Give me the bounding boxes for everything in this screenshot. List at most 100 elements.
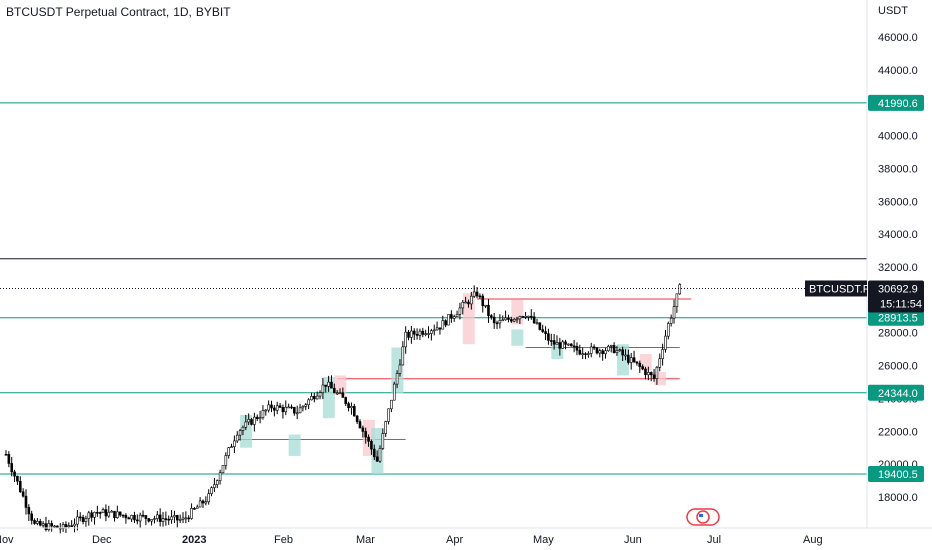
candle-body — [644, 368, 647, 376]
candle-body — [158, 514, 162, 522]
candle-body — [515, 318, 519, 321]
candle-body — [549, 340, 553, 342]
candle-body — [481, 295, 485, 307]
level-tag-bg — [868, 94, 924, 111]
candle-body — [501, 319, 505, 322]
candlesticks — [4, 283, 682, 534]
candle-body — [221, 465, 225, 474]
candle-body — [567, 343, 570, 346]
candle-body — [664, 335, 667, 350]
candle-body — [441, 320, 445, 330]
candle-body — [470, 295, 473, 305]
symbol-tag-bg — [805, 280, 867, 297]
candle-body — [73, 523, 76, 527]
candle-body — [258, 417, 262, 420]
candle-body — [284, 406, 288, 413]
price-tick-label: 36000.0 — [878, 196, 918, 208]
price-tick-label: 46000.0 — [878, 32, 918, 44]
candle-body — [404, 331, 407, 348]
candle-body — [538, 322, 542, 330]
candle-body — [572, 345, 576, 348]
price-tick-label: 38000.0 — [878, 163, 918, 175]
candle-body — [458, 307, 462, 315]
candle-body — [521, 316, 525, 318]
time-tick-label: Nov — [0, 534, 14, 546]
candle-body — [78, 516, 82, 519]
candle-body — [378, 448, 382, 462]
candle-body — [398, 364, 402, 374]
time-axis[interactable]: Nov Dec 2023 Feb Mar Apr May Jun Jul Aug — [0, 534, 823, 546]
candle-body — [535, 322, 539, 325]
candle-body — [241, 426, 245, 431]
candle-body — [147, 518, 151, 522]
candle-body — [612, 345, 616, 353]
candle-body — [361, 427, 365, 432]
candle-body — [595, 347, 599, 354]
candle-body — [455, 314, 459, 317]
candle-body — [655, 367, 659, 379]
candle-body — [76, 516, 79, 525]
candle-body — [615, 350, 619, 353]
candle-body — [278, 405, 282, 408]
time-tick-label: Feb — [274, 534, 293, 546]
candle-body — [438, 327, 442, 330]
candle-body — [250, 419, 253, 425]
candle-body — [432, 329, 436, 332]
candle-body — [475, 291, 479, 297]
candle-body — [632, 357, 636, 363]
candle-body — [561, 341, 564, 349]
candle-body — [387, 408, 390, 422]
candle-body — [401, 346, 405, 366]
candle-body — [81, 516, 85, 522]
price-axis[interactable]: USDT46000.044000.042000.040000.038000.03… — [878, 5, 918, 504]
candle-body — [581, 353, 584, 355]
price-tick-label: 26000.0 — [878, 361, 918, 373]
candle-body — [518, 316, 522, 320]
candle-body — [338, 392, 342, 395]
candle-body — [144, 515, 148, 519]
countdown-tag: 15:11:54 — [880, 298, 922, 310]
level-tag: 41990.6 — [878, 98, 918, 110]
candle-body — [418, 330, 422, 336]
price-tags: 41990.6 28913.5 24344.0 19400.5 BTCUSDT.P 306… — [686, 94, 924, 526]
price-tick-label: 40000.0 — [878, 131, 918, 143]
candle-body — [181, 517, 185, 520]
time-tick-label: 2023 — [182, 534, 206, 546]
candle-body — [96, 511, 99, 514]
candle-body — [333, 387, 336, 394]
candle-body — [512, 318, 516, 322]
candle-body — [327, 381, 330, 387]
candle-body — [184, 517, 188, 520]
candle-body — [53, 525, 56, 528]
candle-body — [390, 399, 393, 410]
candle-body — [421, 330, 425, 335]
candle-body — [555, 342, 559, 345]
candle-body — [484, 304, 487, 307]
candle-body — [330, 381, 333, 389]
candle-body — [38, 520, 42, 526]
candle-body — [4, 453, 8, 456]
candle-body — [175, 515, 179, 521]
us-flag-event-icon[interactable] — [686, 508, 720, 526]
candle-body — [124, 515, 128, 519]
candle-body — [215, 480, 219, 485]
candle-body — [370, 441, 373, 450]
candle-body — [547, 333, 550, 341]
candle-body — [672, 306, 676, 319]
candle-body — [318, 392, 322, 397]
candle-body — [136, 519, 139, 522]
candle-body — [98, 512, 102, 514]
candle-body — [587, 353, 590, 355]
candle-body — [107, 511, 111, 517]
candle-body — [121, 514, 125, 517]
candle-body — [164, 518, 168, 520]
candle-body — [367, 436, 370, 442]
candle-body — [335, 392, 339, 395]
candle-body — [635, 361, 639, 364]
level-tag: 19400.5 — [878, 469, 918, 481]
candle-body — [127, 517, 131, 520]
candle-body — [669, 317, 673, 324]
candle-body — [10, 463, 14, 473]
time-tick-label: May — [533, 534, 554, 546]
